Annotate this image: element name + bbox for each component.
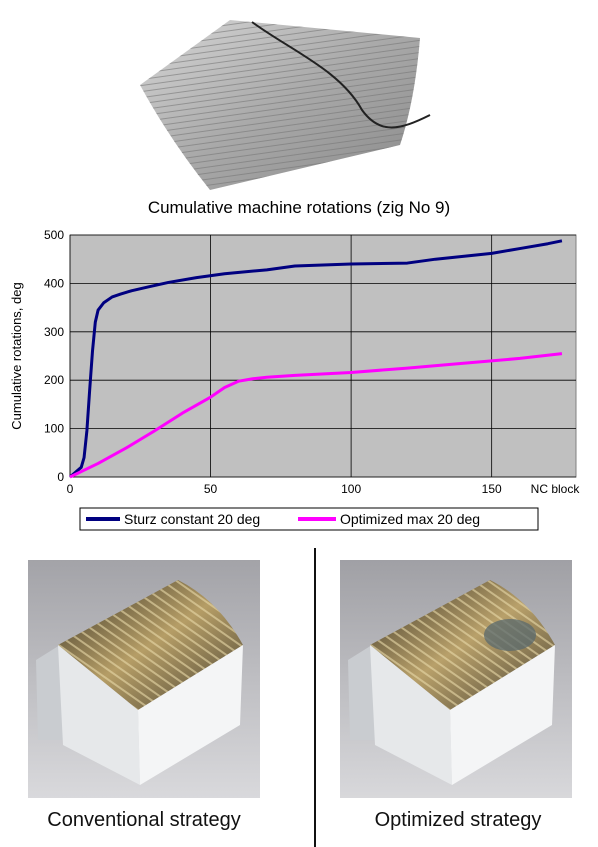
y-axis-label: Cumulative rotations, deg bbox=[9, 282, 24, 429]
series-line-2 bbox=[69, 352, 563, 479]
legend-label-series-1: Sturz constant 20 deg bbox=[124, 511, 260, 527]
surface-rendering bbox=[140, 20, 431, 190]
x-tick-label: 100 bbox=[341, 482, 361, 496]
plot-area bbox=[69, 234, 577, 478]
x-tick-label: 50 bbox=[204, 482, 218, 496]
y-tick-label: 200 bbox=[44, 373, 64, 387]
y-tick-label: 300 bbox=[44, 325, 64, 339]
tick-labels: 0 100 200 300 400 500 0 50 100 150 bbox=[44, 228, 502, 496]
series-line-1 bbox=[69, 239, 563, 479]
line-chart: 0 100 200 300 400 500 0 50 100 150 Cumulative rot… bbox=[9, 228, 581, 531]
y-tick-label: 0 bbox=[57, 470, 64, 484]
x-tick-label: 0 bbox=[67, 482, 74, 496]
photo-conventional-part bbox=[28, 560, 260, 798]
legend-label-series-2: Optimized max 20 deg bbox=[340, 511, 480, 527]
chart-title: Cumulative machine rotations (zig No 9) bbox=[147, 198, 451, 217]
x-tick-label: 150 bbox=[482, 482, 502, 496]
series-layer bbox=[69, 239, 563, 479]
photo-optimized-part bbox=[340, 560, 572, 798]
grid bbox=[69, 234, 576, 478]
y-tick-label: 400 bbox=[44, 276, 64, 290]
y-tick-label: 100 bbox=[44, 422, 64, 436]
legend: Sturz constant 20 deg Optimized max 20 d… bbox=[79, 507, 539, 531]
vertical-divider bbox=[314, 548, 316, 847]
caption-optimized: Optimized strategy bbox=[374, 809, 542, 831]
y-tick-label: 500 bbox=[44, 228, 64, 242]
caption-conventional: Conventional strategy bbox=[47, 809, 241, 831]
x-axis-label: NC block bbox=[531, 482, 581, 496]
